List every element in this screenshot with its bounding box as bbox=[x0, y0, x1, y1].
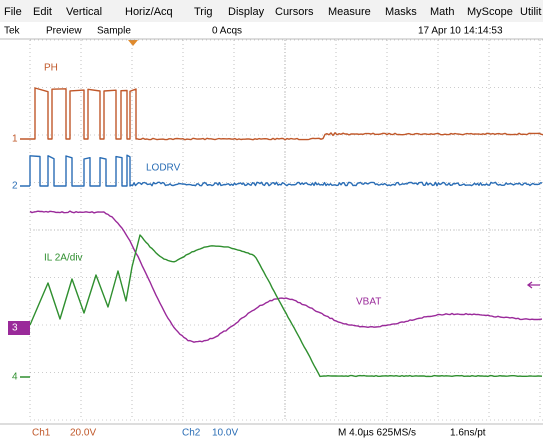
ch2-marker: 2 bbox=[12, 181, 18, 192]
ch1-readout: Ch1 bbox=[32, 428, 51, 439]
mode: Preview bbox=[46, 26, 82, 37]
graticule bbox=[29, 39, 543, 421]
datetime: 17 Apr 10 14:14:53 bbox=[418, 26, 503, 37]
traces bbox=[29, 87, 543, 378]
ch1-scale: 20.0V bbox=[70, 428, 96, 439]
ch1-marker: 1 bbox=[12, 134, 18, 145]
ch1-trace bbox=[30, 87, 543, 141]
menu-item[interactable]: Display bbox=[228, 6, 265, 18]
trigger-position bbox=[128, 40, 138, 46]
menu-item[interactable]: Horiz/Acq bbox=[125, 6, 173, 18]
menu-item[interactable]: Cursors bbox=[275, 6, 314, 18]
menu-item[interactable]: MyScope bbox=[467, 6, 513, 18]
menu-item[interactable]: Measure bbox=[328, 6, 371, 18]
menu-item[interactable]: Math bbox=[430, 6, 454, 18]
ch1-label: PH bbox=[44, 63, 58, 74]
status-bar bbox=[0, 22, 543, 39]
menu-item[interactable]: Vertical bbox=[66, 6, 102, 18]
menu-item[interactable]: Masks bbox=[385, 6, 417, 18]
brand: Tek bbox=[4, 26, 21, 37]
menu-item[interactable]: File bbox=[4, 6, 22, 18]
menu: File Edit Vertical Horiz/Acq Trig Display Curs… bbox=[4, 6, 541, 18]
ch2-trace bbox=[29, 154, 543, 187]
menu-bar bbox=[0, 0, 543, 22]
ch4-marker: 4 bbox=[12, 372, 18, 383]
ch3-label: VBAT bbox=[356, 297, 381, 308]
menu-item[interactable]: Trig bbox=[194, 6, 213, 18]
acq-mode: Sample bbox=[97, 26, 131, 37]
ch4-label: IL 2A/div bbox=[44, 253, 83, 264]
ch3-marker-box bbox=[8, 321, 30, 335]
ch2-readout: Ch2 bbox=[182, 428, 201, 439]
acq-count: 0 Acqs bbox=[212, 26, 242, 37]
ch2-label: LODRV bbox=[146, 163, 181, 174]
ch3-marker: 3 bbox=[12, 323, 18, 334]
resolution: 1.6ns/pt bbox=[450, 428, 486, 439]
timebase: M 4.0µs 625MS/s bbox=[338, 428, 416, 439]
ch3-trace bbox=[29, 210, 543, 343]
ch2-scale: 10.0V bbox=[212, 428, 238, 439]
ch4-trace bbox=[29, 234, 543, 378]
ch3-offset-arrow bbox=[526, 281, 540, 289]
menu-item[interactable]: Utilit bbox=[520, 6, 541, 18]
menu-item[interactable]: Edit bbox=[33, 6, 52, 18]
